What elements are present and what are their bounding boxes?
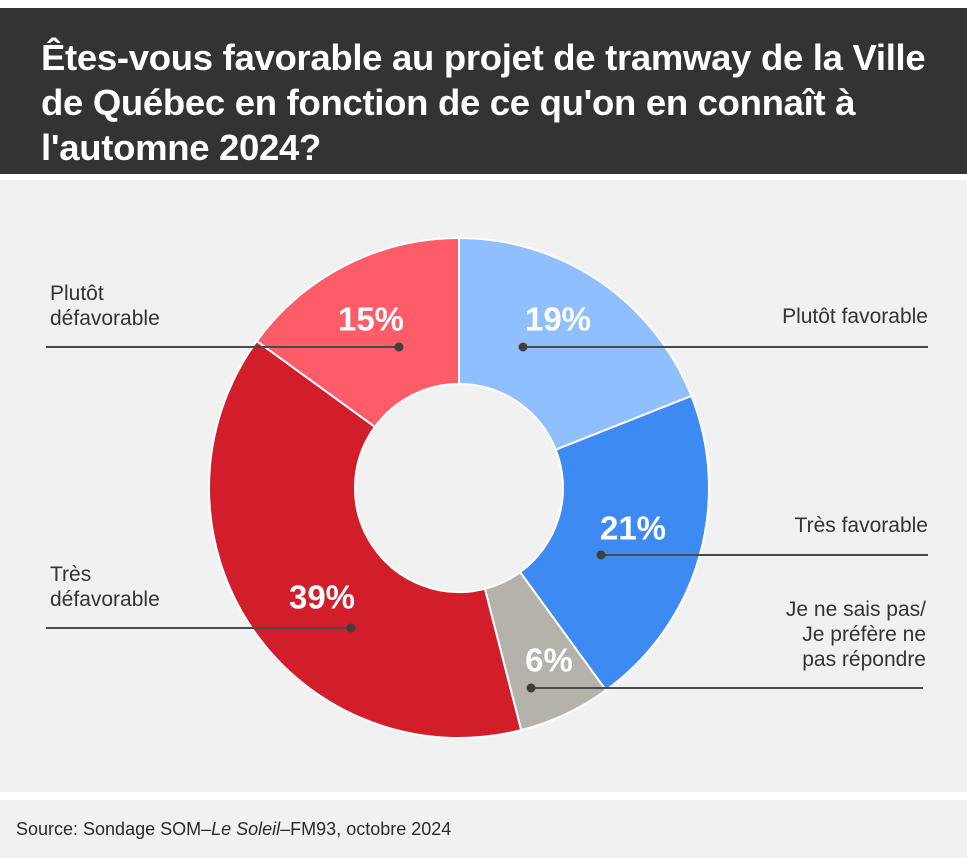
slice-plutot-defavorable [255, 237, 460, 428]
chart-area: 19% Plutôt favorable 21% Très favorable 6% Je… [0, 180, 967, 792]
slice-tres-favorable [519, 394, 710, 692]
source-note: Source: Sondage SOM–Le Soleil–FM93, octo… [16, 819, 451, 840]
donut-slices [208, 237, 710, 739]
data-label-plutot-favorable: 19% [525, 301, 591, 338]
category-label-tres-favorable: Très favorable [795, 514, 928, 537]
slice-annotation-tres-defavorable: 39% Très défavorable [46, 563, 356, 633]
source-prefix: Source: Sondage SOM– [16, 819, 212, 839]
leader-dot [526, 683, 536, 693]
data-label-tres-defavorable: 39% [289, 579, 355, 616]
slice-annotation-tres-favorable: 21% Très favorable [596, 510, 928, 560]
leader-dot [596, 550, 606, 560]
slice-plutot-favorable [458, 237, 693, 451]
category-label-plutot-defavorable: Plutôt défavorable [50, 282, 160, 330]
category-label-je-ne-sais-pas-je-prefere-ne-pas-repondre: Je ne sais pas/Je préfère ne pas répondre [786, 598, 926, 671]
leader-dot [346, 623, 356, 633]
donut-chart: 19% Plutôt favorable 21% Très favorable 6% Je… [46, 237, 928, 739]
category-label-plutot-favorable: Plutôt favorable [782, 305, 928, 328]
source-footer: Source: Sondage SOM–Le Soleil–FM93, octo… [0, 800, 967, 858]
data-label-je-ne-sais-pas-je-prefere-ne-pas-repondre: 6% [525, 642, 573, 679]
leader-dot [394, 342, 404, 352]
source-suffix: –FM93, octobre 2024 [280, 819, 452, 839]
data-label-tres-favorable: 21% [600, 510, 666, 547]
leader-dot [518, 342, 528, 352]
source-publication: Le Soleil [211, 819, 281, 839]
slice-annotation-plutot-favorable: 19% Plutôt favorable [518, 301, 928, 352]
slice-tres-defavorable [208, 340, 523, 739]
slice-annotation-je-ne-sais-pas-je-prefere-ne-pas-repondre: 6% Je ne sais pas/Je préfère ne pas répond… [525, 598, 926, 693]
category-label-tres-defavorable: Très défavorable [50, 563, 160, 611]
title-banner: Êtes-vous favorable au projet de tramway… [0, 8, 967, 174]
slice-annotation-plutot-defavorable: 15% Plutôt défavorable [46, 282, 404, 352]
data-label-plutot-defavorable: 15% [338, 301, 404, 338]
chart-title: Êtes-vous favorable au projet de tramway… [41, 37, 926, 168]
